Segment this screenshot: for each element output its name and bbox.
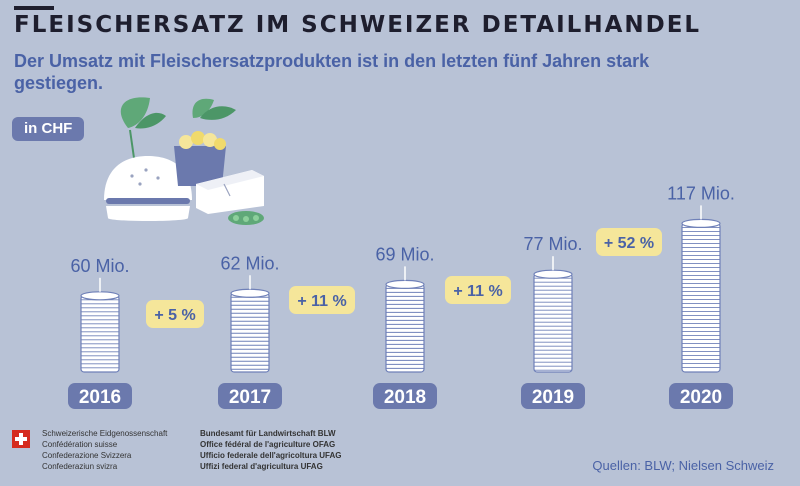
growth-label: + 5 % <box>154 307 195 324</box>
growth-pill <box>596 228 662 256</box>
year-pill-2018 <box>373 383 437 409</box>
chart-subtitle: Der Umsatz mit Fleischersatzprodukten is… <box>14 51 650 93</box>
year-label-2017: 2017 <box>229 387 271 408</box>
value-label-2020: 117 Mio. <box>667 183 735 203</box>
federation-name-de: Schweizerische Eidgenossenschaft <box>42 429 168 438</box>
value-label-2018: 69 Mio. <box>375 244 434 264</box>
agency-name-rm: Uffizi federal d'agricultura UFAG <box>200 462 323 471</box>
agency-name-it: Ufficio federale dell'agricoltura UFAG <box>200 451 342 460</box>
chart-title: FLEISCHERSATZ IM SCHWEIZER DETAILHANDEL <box>14 12 702 38</box>
agency-name-de: Bundesamt für Landwirtschaft BLW <box>200 429 336 438</box>
agency-name-fr: Office fédéral de l'agriculture OFAG <box>200 440 336 449</box>
value-label-2017: 62 Mio. <box>220 253 279 273</box>
federation-name-it: Confederazione Svizzera <box>42 451 132 460</box>
year-label-2018: 2018 <box>384 387 426 408</box>
growth-pill <box>445 276 511 304</box>
swiss-cross-icon <box>12 430 30 448</box>
coin-stack-2016 <box>80 277 120 373</box>
meat-substitute-illustration <box>104 97 264 225</box>
year-pill-2020 <box>669 383 733 409</box>
coin-stack-2020 <box>681 205 721 373</box>
growth-label: + 11 % <box>453 283 502 300</box>
title-accent-bar <box>14 6 54 10</box>
sources-note: Quellen: BLW; Nielsen Schweiz <box>592 458 774 473</box>
value-label-2019: 77 Mio. <box>523 234 582 254</box>
year-label-2019: 2019 <box>532 387 574 408</box>
agency-block: Bundesamt für Landwirtschaft BLW Office … <box>200 428 342 472</box>
coin-stack-2017 <box>230 275 270 373</box>
growth-pill <box>146 300 204 328</box>
federation-name-fr: Confédération suisse <box>42 440 118 449</box>
year-label-2020: 2020 <box>680 387 722 408</box>
growth-label: + 52 % <box>604 235 654 252</box>
growth-label: + 11 % <box>297 293 346 310</box>
federation-name-rm: Confederaziun svizra <box>42 462 118 471</box>
growth-pill <box>289 286 355 314</box>
year-pill-2017 <box>218 383 282 409</box>
year-label-2016: 2016 <box>79 387 121 408</box>
unit-badge: in CHF <box>12 117 85 141</box>
year-pill-2016 <box>68 383 132 409</box>
coin-stack-2019 <box>533 256 573 373</box>
year-pill-2019 <box>521 383 585 409</box>
value-label-2016: 60 Mio. <box>70 256 129 276</box>
coin-stack-2018 <box>385 266 425 373</box>
